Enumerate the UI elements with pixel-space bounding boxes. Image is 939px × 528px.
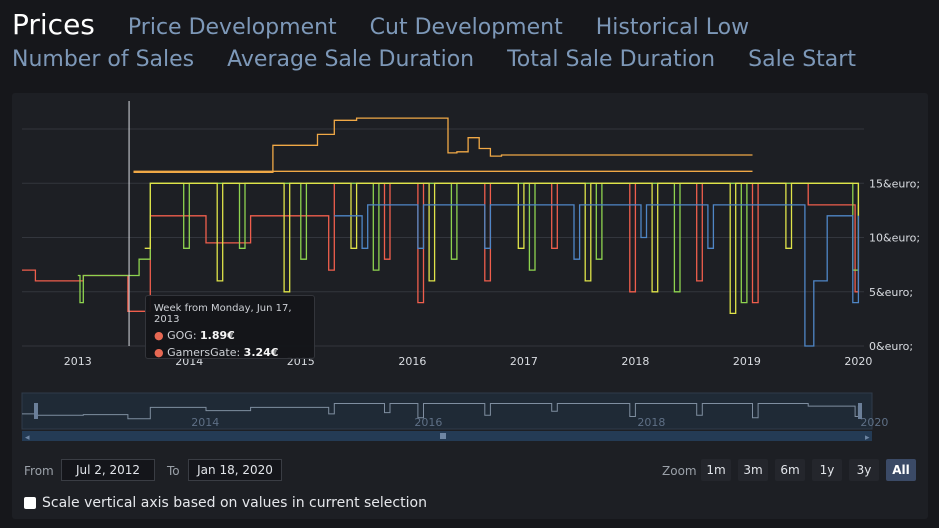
price-series-line	[77, 182, 860, 304]
tab-prices[interactable]: Prices	[12, 8, 95, 41]
scale-axis-label: Scale vertical axis based on values in c…	[42, 495, 427, 511]
tab-average-sale-duration[interactable]: Average Sale Duration	[227, 47, 475, 72]
x-tick-label: 2020	[844, 355, 872, 368]
y-tick-label: 10&euro;	[869, 232, 920, 245]
tooltip-value: 3.24€	[243, 346, 279, 359]
chart-tabs: Prices Price Development Cut Development…	[12, 8, 932, 86]
navigator-tick-label: 2016	[414, 416, 442, 429]
tooltip-row-gamersgate: ● GamersGate: 3.24€	[154, 346, 306, 359]
y-tick-label: 5&euro;	[869, 286, 913, 299]
tab-row-1: Prices Price Development Cut Development…	[12, 8, 932, 47]
navigator-right-handle	[858, 403, 862, 419]
x-tick-label: 2019	[733, 355, 761, 368]
from-label: From	[24, 464, 54, 478]
tooltip-row-gog: ● GOG: 1.89€	[154, 329, 306, 342]
zoom-3y-button[interactable]: 3y	[849, 459, 879, 481]
scale-axis-checkbox[interactable]	[24, 497, 36, 509]
series-dot-icon: ●	[154, 329, 164, 342]
scrollbar-grip-icon	[440, 433, 446, 439]
price-chart[interactable]: 0&euro; 5&euro; 10&euro; 15&euro; 2013 2014 20…	[12, 93, 928, 519]
zoom-6m-button[interactable]: 6m	[775, 459, 805, 481]
tab-total-sale-duration[interactable]: Total Sale Duration	[507, 47, 716, 72]
tab-cut-development[interactable]: Cut Development	[369, 15, 563, 40]
tab-row-2: Number of Sales Average Sale Duration To…	[12, 47, 932, 86]
tooltip-label: GOG:	[167, 329, 197, 342]
tab-price-development[interactable]: Price Development	[127, 15, 337, 40]
x-tick-label: 2013	[64, 355, 92, 368]
x-tick-label: 2018	[621, 355, 649, 368]
price-series-line	[334, 204, 860, 347]
tab-number-of-sales[interactable]: Number of Sales	[12, 47, 195, 72]
navigator-left-handle	[34, 403, 38, 419]
tooltip-value: 1.89€	[200, 329, 235, 342]
navigator-tick-label: 2020	[860, 416, 888, 429]
navigator-background	[21, 392, 873, 430]
y-tick-label: 0&euro;	[869, 340, 913, 353]
range-controls: From To Zoom 1m 3m 6m 1y 3y All	[12, 455, 928, 485]
tooltip-title: Week from Monday, Jun 17, 2013	[154, 303, 292, 325]
y-tick-label: 15&euro;	[869, 177, 920, 190]
scroll-left-icon: ◂	[25, 433, 30, 443]
navigator-series-line	[22, 403, 859, 420]
x-tick-label: 2017	[510, 355, 538, 368]
to-date-input[interactable]	[188, 459, 282, 481]
navigator-tick-label: 2018	[637, 416, 665, 429]
from-date-input[interactable]	[61, 459, 155, 481]
zoom-1y-button[interactable]: 1y	[812, 459, 842, 481]
tab-historical-low[interactable]: Historical Low	[595, 15, 750, 40]
chart-tooltip: Week from Monday, Jun 17, 2013 ● GOG: 1.…	[145, 295, 315, 359]
x-tick-label: 2016	[398, 355, 426, 368]
scroll-right-icon: ▸	[865, 433, 870, 443]
navigator-tick-label: 2014	[191, 416, 219, 429]
navigator-scrollbar	[22, 431, 872, 441]
price-series-line	[133, 117, 753, 174]
zoom-3m-button[interactable]: 3m	[738, 459, 768, 481]
zoom-label: Zoom	[662, 464, 697, 478]
tab-sale-start[interactable]: Sale Start	[748, 47, 856, 72]
tooltip-label: GamersGate:	[167, 346, 241, 359]
price-series-line	[144, 182, 860, 315]
scale-axis-option[interactable]: Scale vertical axis based on values in c…	[12, 493, 427, 513]
to-label: To	[167, 464, 180, 478]
series-dot-icon: ●	[154, 346, 164, 359]
zoom-1m-button[interactable]: 1m	[701, 459, 731, 481]
zoom-all-button[interactable]: All	[886, 459, 916, 481]
